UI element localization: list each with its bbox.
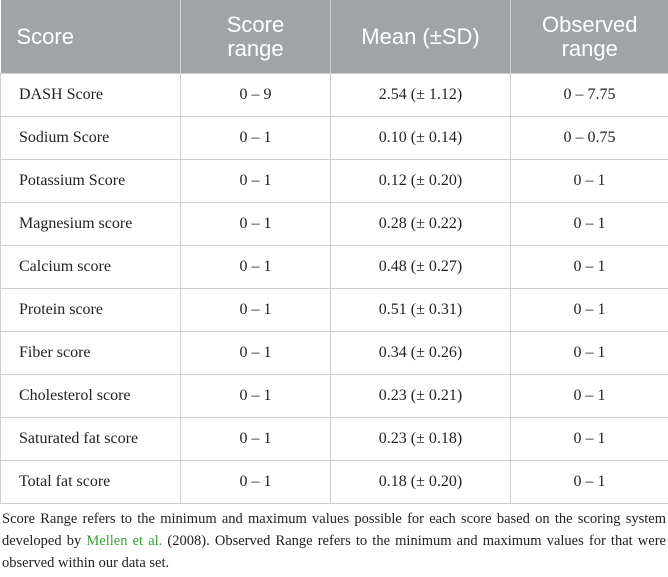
- table-cell: 0 – 1: [180, 202, 331, 246]
- citation-link[interactable]: Mellen et al.: [86, 533, 163, 549]
- table-row: Magnesium score 0 – 1 0.28 (± 0.22) 0 – 1: [0, 202, 668, 246]
- table-row: Fiber score 0 – 1 0.34 (± 0.26) 0 – 1: [0, 331, 668, 375]
- table-cell: 0 – 1: [510, 159, 668, 203]
- table-row: Cholesterol score 0 – 1 0.23 (± 0.21) 0 – 1: [0, 374, 668, 418]
- table-cell: 0 – 1: [180, 460, 331, 504]
- table-cell: 0.48 (± 0.27): [330, 245, 511, 289]
- footnote-text: Score Range refers to the minimum and ma…: [2, 511, 666, 549]
- table-cell: 0.23 (± 0.21): [330, 374, 511, 418]
- table-cell: 0 – 1: [510, 331, 668, 375]
- table-body: DASH Score 0 – 9 2.54 (± 1.12) 0 – 7.75 Sodi…: [0, 73, 668, 504]
- table-cell: 0.34 (± 0.26): [330, 331, 511, 375]
- table-cell: Sodium Score: [0, 116, 181, 160]
- table-cell: 0 – 1: [180, 288, 331, 332]
- table-row: Potassium Score 0 – 1 0.12 (± 0.20) 0 – 1: [0, 159, 668, 203]
- table-cell: 0 – 1: [510, 288, 668, 332]
- table-cell: 0 – 1: [510, 202, 668, 246]
- table-cell: 0 – 1: [510, 417, 668, 461]
- table-cell: 2.54 (± 1.12): [330, 73, 511, 117]
- table-cell: Protein score: [0, 288, 181, 332]
- table-cell: 0.18 (± 0.20): [330, 460, 511, 504]
- table-cell: 0 – 1: [510, 460, 668, 504]
- table-cell: DASH Score: [0, 73, 181, 117]
- table-cell: Cholesterol score: [0, 374, 181, 418]
- footnote: Score Range refers to the minimum and ma…: [0, 504, 668, 574]
- table-row: Total fat score 0 – 1 0.18 (± 0.20) 0 – 1: [0, 460, 668, 504]
- table-cell: 0.23 (± 0.18): [330, 417, 511, 461]
- table-row: Saturated fat score 0 – 1 0.23 (± 0.18) 0 –…: [0, 417, 668, 461]
- table-cell: Potassium Score: [0, 159, 181, 203]
- table-cell: 0.28 (± 0.22): [330, 202, 511, 246]
- header-cell: Score range: [180, 0, 331, 74]
- table-cell: 0 – 1: [180, 417, 331, 461]
- table-cell: 0.10 (± 0.14): [330, 116, 511, 160]
- header-text: Score range: [226, 11, 285, 61]
- footnote-text: (2008). Observed Range refers to the min…: [2, 533, 666, 571]
- table-row: Protein score 0 – 1 0.51 (± 0.31) 0 – 1: [0, 288, 668, 332]
- table-cell: Calcium score: [0, 245, 181, 289]
- table-cell: 0 – 1: [510, 374, 668, 418]
- table-row: Calcium score 0 – 1 0.48 (± 0.27) 0 – 1: [0, 245, 668, 289]
- table-cell: Total fat score: [0, 460, 181, 504]
- header-text: Mean (±SD): [361, 23, 480, 49]
- table-row: Sodium Score 0 – 1 0.10 (± 0.14) 0 – 0.75: [0, 116, 668, 160]
- table-cell: 0 – 9: [180, 73, 331, 117]
- data-table: Score Score range Mean (±SD) Observed range…: [0, 0, 668, 504]
- table-cell: 0 – 1: [180, 116, 331, 160]
- table-cell: 0.51 (± 0.31): [330, 288, 511, 332]
- header-row: Score Score range Mean (±SD) Observed range: [0, 0, 668, 74]
- table-cell: 0 – 0.75: [510, 116, 668, 160]
- table-cell: 0 – 1: [510, 245, 668, 289]
- header-cell: Score: [0, 0, 181, 74]
- table-cell: 0 – 1: [180, 159, 331, 203]
- table-cell: 0 – 7.75: [510, 73, 668, 117]
- table-cell: Saturated fat score: [0, 417, 181, 461]
- header-cell: Observed range: [510, 0, 668, 74]
- table-cell: Fiber score: [0, 331, 181, 375]
- header-text: Score: [16, 23, 74, 49]
- table-cell: 0 – 1: [180, 374, 331, 418]
- table-row: DASH Score 0 – 9 2.54 (± 1.12) 0 – 7.75: [0, 73, 668, 117]
- table-cell: 0 – 1: [180, 331, 331, 375]
- header-text: Observed range: [542, 11, 638, 61]
- table-cell: Magnesium score: [0, 202, 181, 246]
- table-cell: 0.12 (± 0.20): [330, 159, 511, 203]
- header-cell: Mean (±SD): [330, 0, 511, 74]
- table-cell: 0 – 1: [180, 245, 331, 289]
